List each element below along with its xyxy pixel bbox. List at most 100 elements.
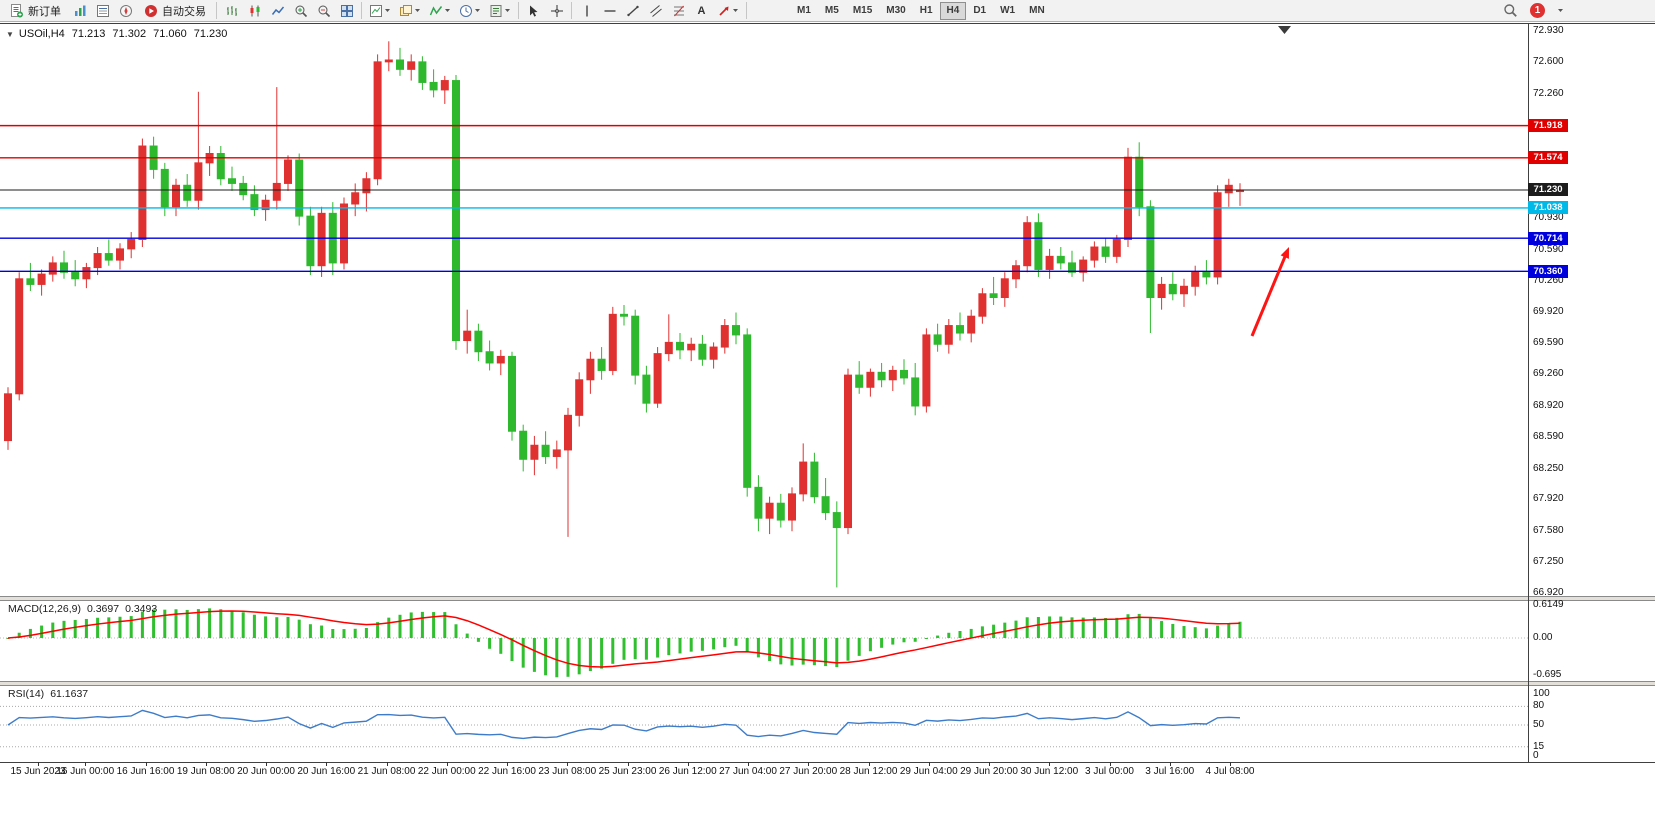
macd-bar	[107, 617, 111, 638]
annotation-arrow-head[interactable]	[1280, 247, 1289, 259]
candle-body	[922, 334, 931, 407]
data-window-button[interactable]	[91, 1, 114, 21]
toolbar-overflow-button[interactable]	[1553, 1, 1567, 21]
macd-bar	[1182, 626, 1186, 638]
macd-bar	[6, 638, 10, 639]
candle-body	[104, 253, 113, 261]
templates-button[interactable]	[485, 1, 515, 21]
price-axis-label: 70.590	[1533, 243, 1564, 255]
macd-bar	[611, 638, 615, 664]
chart-shift-marker[interactable]	[1278, 26, 1291, 34]
zoom-in-button[interactable]	[289, 1, 312, 21]
rsi-indicator-pane[interactable]	[0, 686, 1528, 762]
timeframe-w1-button[interactable]: W1	[993, 2, 1022, 20]
macd-bar	[297, 619, 301, 638]
pane-divider[interactable]	[0, 681, 1655, 686]
new-chart-button[interactable]	[365, 1, 395, 21]
macd-bar	[96, 617, 100, 638]
horizontal-line-tool-button[interactable]	[598, 1, 621, 21]
timeframe-m15-button[interactable]: M15	[846, 2, 879, 20]
macd-bar	[1003, 622, 1007, 638]
market-watch-button[interactable]	[68, 1, 91, 21]
trendline-tool-button[interactable]	[621, 1, 644, 21]
candle-body	[284, 159, 292, 184]
price-axis-label: 67.580	[1533, 525, 1564, 537]
macd-bar	[174, 609, 178, 638]
one-click-trading-arrow[interactable]: ▼	[6, 29, 14, 39]
macd-bar	[185, 609, 189, 638]
candlestick-chart-button[interactable]	[243, 1, 266, 21]
fibonacci-tool-button[interactable]	[667, 1, 690, 21]
candle-body	[1224, 184, 1233, 194]
search-button[interactable]	[1499, 1, 1522, 21]
macd-bar	[992, 624, 996, 638]
macd-signal-value: 0.3493	[125, 603, 158, 615]
macd-bar	[846, 638, 850, 661]
time-axis-label: 3 Jul 00:00	[1085, 766, 1134, 777]
navigator-button[interactable]	[114, 1, 137, 21]
macd-bar	[152, 609, 156, 638]
chevron-down-icon	[505, 9, 510, 12]
indicators-button[interactable]	[425, 1, 455, 21]
macd-bar	[1148, 618, 1152, 638]
bar-chart-button[interactable]	[220, 1, 243, 21]
candle-body	[620, 313, 628, 317]
candle-body	[765, 502, 774, 519]
time-axis-tick	[266, 762, 267, 766]
timeframe-h1-button[interactable]: H1	[913, 2, 940, 20]
profiles-button[interactable]	[395, 1, 425, 21]
timeframe-mn-button[interactable]: MN	[1022, 2, 1052, 20]
macd-bar	[28, 628, 32, 638]
candle-body	[317, 212, 326, 267]
candle-body	[821, 496, 830, 514]
candle-body	[575, 379, 584, 416]
timeframe-h4-button[interactable]: H4	[939, 1, 967, 20]
pane-divider[interactable]	[0, 596, 1655, 601]
price-chart-pane[interactable]	[0, 23, 1528, 596]
annotation-arrow[interactable]	[1250, 252, 1288, 337]
ohlc-open: 71.213	[71, 28, 106, 40]
macd-bar	[510, 638, 514, 661]
timeframe-d1-button[interactable]: D1	[966, 2, 993, 20]
arrow-tool-icon	[719, 6, 729, 16]
macd-bar	[1137, 613, 1141, 638]
channel-tool-button[interactable]	[644, 1, 667, 21]
time-axis-tick	[446, 762, 448, 766]
timeframe-m5-button[interactable]: M5	[818, 2, 846, 20]
vertical-line-tool-button[interactable]	[575, 1, 598, 21]
timeframe-m1-button[interactable]: M1	[790, 2, 818, 20]
crosshair-tool-button[interactable]	[545, 1, 568, 21]
candle-body	[1157, 283, 1166, 299]
macd-bar	[980, 626, 984, 638]
periods-button[interactable]	[455, 1, 485, 21]
market-watch-icon	[74, 5, 85, 16]
autotrading-button[interactable]: 自动交易	[137, 1, 213, 21]
candle-body	[15, 278, 24, 395]
time-axis-label: 29 Jun 20:00	[960, 766, 1018, 777]
rsi-line	[7, 709, 1241, 740]
time-axis-tick	[928, 762, 930, 766]
timeframe-m30-button[interactable]: M30	[879, 2, 912, 20]
time-axis-tick	[1049, 762, 1051, 766]
macd-bar	[868, 638, 872, 652]
candle-body	[519, 430, 528, 460]
tile-windows-button[interactable]	[335, 1, 358, 21]
candle-body	[608, 313, 617, 371]
macd-bar	[1238, 621, 1242, 638]
time-axis-label: 4 Jul 08:00	[1205, 766, 1255, 777]
macd-bar	[264, 616, 268, 638]
new-order-button[interactable]: 新订单	[2, 1, 68, 21]
time-axis-label: 22 Jun 00:00	[417, 766, 476, 777]
toolbar-separator	[518, 2, 519, 19]
time-axis-label: 21 Jun 08:00	[357, 766, 416, 777]
macd-bar	[768, 638, 772, 662]
macd-indicator-pane[interactable]	[0, 601, 1528, 681]
arrows-tool-button[interactable]	[713, 1, 743, 21]
zoom-out-button[interactable]	[312, 1, 335, 21]
notification-badge[interactable]: 1	[1530, 3, 1545, 18]
candle-body	[1000, 278, 1009, 299]
text-tool-button[interactable]: A	[690, 1, 713, 21]
line-chart-button[interactable]	[266, 1, 289, 21]
time-axis-tick	[507, 762, 508, 766]
cursor-tool-button[interactable]	[522, 1, 545, 21]
